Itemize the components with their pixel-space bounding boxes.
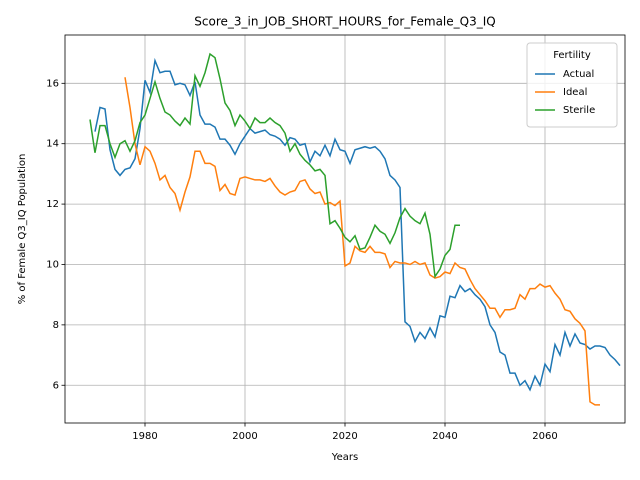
legend: Fertility Actual Ideal Sterile bbox=[526, 42, 618, 128]
y-tick-label: 12 bbox=[46, 199, 59, 210]
legend-label: Sterile bbox=[563, 105, 595, 116]
x-tick-label: 2000 bbox=[232, 431, 257, 442]
x-tick-label: 2020 bbox=[332, 431, 357, 442]
y-tick-label: 14 bbox=[46, 139, 59, 150]
y-tick-label: 8 bbox=[53, 320, 59, 331]
lines bbox=[89, 52, 621, 406]
legend-label: Ideal bbox=[563, 87, 587, 98]
legend-box bbox=[526, 42, 618, 128]
y-tick-label: 10 bbox=[46, 259, 59, 270]
y-tick-label: 6 bbox=[53, 380, 59, 391]
y-tick-label: 16 bbox=[46, 78, 59, 89]
y-axis-label: % of Female Q3_IQ Population bbox=[17, 154, 28, 305]
x-tick-label: 1980 bbox=[132, 431, 157, 442]
legend-label: Actual bbox=[563, 69, 594, 80]
x-tick-label: 2060 bbox=[532, 431, 557, 442]
chart-title: Score_3_in_JOB_SHORT_HOURS_for_Female_Q3… bbox=[194, 15, 495, 29]
series-line bbox=[94, 57, 621, 392]
legend-title: Fertility bbox=[553, 50, 591, 61]
series-line bbox=[89, 52, 460, 279]
x-axis-label: Years bbox=[331, 452, 358, 463]
series-line bbox=[124, 77, 600, 406]
x-tick-label: 2040 bbox=[432, 431, 457, 442]
